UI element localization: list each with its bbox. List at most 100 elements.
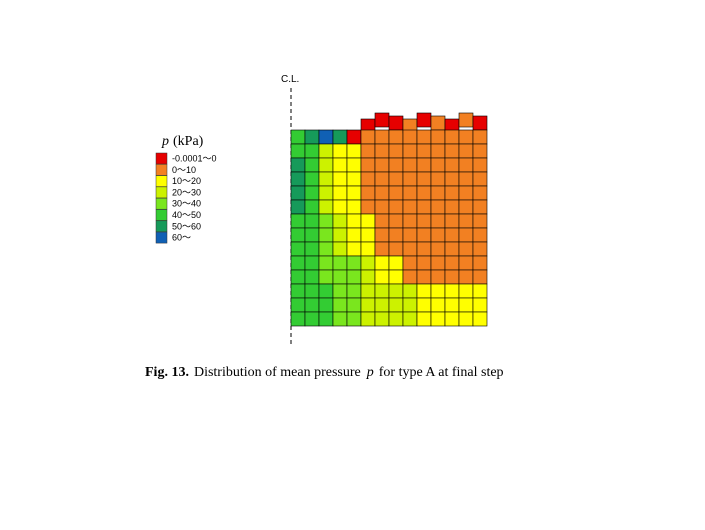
mesh-cell: [374, 255, 390, 271]
mesh-cell: [444, 185, 460, 201]
mesh-cell: [346, 157, 362, 173]
mesh-cell: [444, 241, 460, 257]
mesh-cell: [430, 157, 446, 173]
mesh-cell: [374, 297, 390, 313]
mesh-cell: [402, 283, 418, 299]
mesh-cell: [430, 185, 446, 201]
mesh-cell: [346, 129, 362, 145]
mesh-cell: [290, 185, 306, 201]
mesh-cell: [332, 157, 348, 173]
mesh-cell: [318, 143, 334, 159]
mesh-cell: [430, 129, 446, 145]
mesh-cell: [332, 255, 348, 271]
mesh-cell: [374, 143, 390, 159]
mesh-cell: [332, 227, 348, 243]
mesh-cell: [402, 269, 418, 285]
mesh-cell: [360, 297, 376, 313]
mesh-cell: [402, 171, 418, 187]
mesh-cell: [332, 199, 348, 215]
mesh-cell: [444, 227, 460, 243]
mesh-cell: [430, 115, 446, 131]
mesh-cell: [388, 311, 404, 327]
legend-swatch: [155, 175, 168, 187]
mesh-cell: [416, 199, 432, 215]
mesh-cell: [346, 241, 362, 257]
mesh-cell: [346, 255, 362, 271]
mesh-cell: [416, 255, 432, 271]
mesh-cell: [332, 311, 348, 327]
mesh-cell: [332, 171, 348, 187]
caption-symbol: p: [366, 365, 374, 380]
mesh-cell: [360, 171, 376, 187]
legend-swatch: [155, 152, 168, 165]
mesh-cell: [290, 171, 306, 187]
mesh-cell: [304, 269, 320, 285]
mesh-cell: [388, 269, 404, 285]
mesh-cell: [360, 129, 376, 145]
mesh-cell: [444, 297, 460, 313]
mesh-cell: [318, 255, 334, 271]
mesh-cell: [430, 143, 446, 159]
mesh-cell: [472, 269, 488, 285]
legend-label: 0〜10: [172, 165, 196, 175]
legend-label: 20〜30: [172, 187, 201, 197]
mesh-cell: [290, 199, 306, 215]
mesh-cell: [304, 213, 320, 229]
mesh-cell: [374, 227, 390, 243]
mesh-cell: [290, 129, 306, 145]
mesh-cell: [472, 283, 488, 299]
mesh-cell: [402, 241, 418, 257]
mesh-cell: [304, 255, 320, 271]
mesh-cell: [458, 241, 474, 257]
mesh-cell: [388, 227, 404, 243]
mesh-cell: [346, 227, 362, 243]
mesh-cell: [388, 129, 404, 145]
mesh-cell: [416, 311, 432, 327]
mesh-cell: [304, 199, 320, 215]
legend-label: 30〜40: [172, 199, 201, 209]
mesh-cell: [290, 227, 306, 243]
mesh-cell: [360, 283, 376, 299]
mesh-cell: [472, 171, 488, 187]
mesh-cell: [444, 283, 460, 299]
mesh-cell: [402, 227, 418, 243]
mesh-cell: [374, 311, 390, 327]
mesh-cell: [472, 185, 488, 201]
mesh-cell: [416, 157, 432, 173]
mesh-cell: [332, 241, 348, 257]
mesh-cell: [444, 255, 460, 271]
mesh-cell: [430, 311, 446, 327]
mesh-cell: [290, 143, 306, 159]
mesh-cell: [388, 157, 404, 173]
mesh-cell: [458, 297, 474, 313]
mesh-cell: [444, 199, 460, 215]
mesh-cell: [304, 311, 320, 327]
mesh-cell: [402, 213, 418, 229]
mesh-cell: [304, 185, 320, 201]
mesh-cell: [472, 255, 488, 271]
mesh-cell: [304, 297, 320, 313]
mesh-cell: [374, 241, 390, 257]
mesh-cell: [332, 129, 348, 145]
mesh-cell: [346, 199, 362, 215]
mesh-cell: [444, 171, 460, 187]
mesh-cell: [472, 157, 488, 173]
mesh-cell: [290, 269, 306, 285]
legend-unit: (kPa): [173, 134, 204, 149]
mesh-cell: [458, 269, 474, 285]
mesh-cell: [318, 227, 334, 243]
mesh-cell: [374, 129, 390, 145]
mesh-cell: [318, 269, 334, 285]
mesh-cell: [458, 157, 474, 173]
mesh-cell: [444, 157, 460, 173]
mesh-cell: [304, 129, 320, 145]
mesh-cell: [304, 283, 320, 299]
mesh-cell: [388, 297, 404, 313]
mesh-cell: [360, 213, 376, 229]
mesh-cell: [472, 143, 488, 159]
mesh-cell: [388, 283, 404, 299]
mesh-cell: [290, 241, 306, 257]
mesh-cell: [318, 213, 334, 229]
mesh-cell: [388, 255, 404, 271]
mesh-cell: [458, 171, 474, 187]
